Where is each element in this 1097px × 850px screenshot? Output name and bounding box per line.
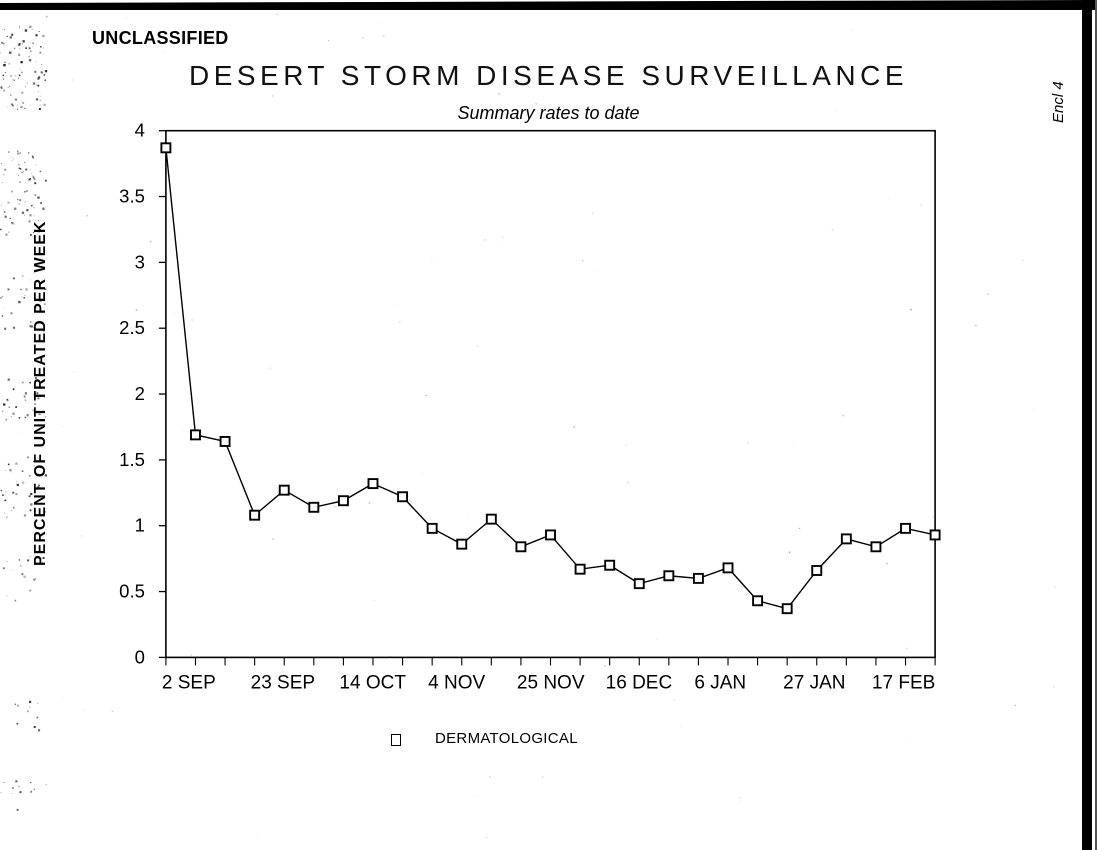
svg-text:2: 2: [135, 383, 145, 404]
svg-text:17 FEB: 17 FEB: [872, 672, 935, 693]
svg-text:2 SEP: 2 SEP: [162, 672, 216, 693]
svg-text:1.5: 1.5: [119, 449, 145, 470]
svg-text:1: 1: [135, 515, 145, 536]
svg-text:27 JAN: 27 JAN: [783, 672, 845, 693]
svg-text:0.5: 0.5: [119, 581, 145, 602]
svg-text:23 SEP: 23 SEP: [251, 672, 315, 693]
svg-text:4: 4: [135, 120, 145, 141]
svg-text:3.5: 3.5: [119, 186, 145, 207]
svg-text:14 OCT: 14 OCT: [339, 672, 406, 693]
svg-text:25 NOV: 25 NOV: [517, 672, 585, 693]
svg-text:3: 3: [135, 251, 145, 272]
svg-text:2.5: 2.5: [119, 317, 145, 338]
svg-text:6 JAN: 6 JAN: [694, 672, 746, 693]
svg-text:16 DEC: 16 DEC: [606, 672, 673, 693]
svg-text:4 NOV: 4 NOV: [428, 672, 485, 693]
svg-text:0: 0: [135, 646, 145, 667]
